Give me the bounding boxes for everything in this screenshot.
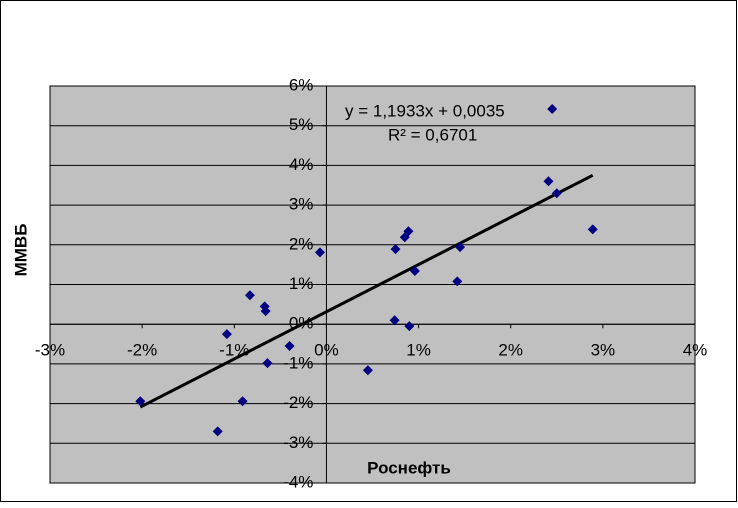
y-tick-label: 3% — [289, 195, 314, 214]
trendline-equation: y = 1,1933x + 0,0035 — [345, 101, 505, 120]
data-point — [587, 224, 598, 235]
y-tick-label: 2% — [289, 234, 314, 253]
data-point — [314, 247, 325, 258]
y-tick-label: 4% — [289, 155, 314, 174]
data-point — [237, 396, 248, 407]
data-point — [260, 306, 271, 317]
x-tick-label: 0% — [314, 341, 339, 360]
y-tick-label: -4% — [283, 472, 313, 491]
y-tick-label: -2% — [283, 393, 313, 412]
data-point — [551, 188, 562, 199]
y-tick-label: 5% — [289, 115, 314, 134]
data-point — [221, 329, 232, 340]
x-tick-label: 1% — [406, 341, 431, 360]
y-tick-label: 1% — [289, 274, 314, 293]
y-tick-label: 6% — [289, 75, 314, 94]
y-tick-label: -1% — [283, 353, 313, 372]
data-point — [409, 266, 420, 277]
data-point — [404, 321, 415, 332]
data-point — [262, 358, 273, 369]
x-axis-title: Роснефть — [367, 458, 451, 477]
data-point — [455, 242, 466, 253]
data-point — [452, 276, 463, 287]
data-point — [389, 315, 400, 326]
data-point — [399, 232, 410, 243]
data-point — [212, 426, 223, 437]
x-tick-label: 4% — [683, 341, 708, 360]
x-tick-label: -2% — [127, 341, 157, 360]
data-point — [362, 365, 373, 376]
data-point — [547, 104, 558, 115]
x-tick-label: 2% — [498, 341, 523, 360]
data-point — [284, 341, 295, 352]
data-point — [390, 244, 401, 255]
y-tick-label: -3% — [283, 433, 313, 452]
y-axis-title: ММВБ — [11, 224, 30, 277]
x-tick-label: -3% — [35, 341, 65, 360]
x-tick-label: -1% — [219, 341, 249, 360]
data-point — [244, 290, 255, 301]
data-point — [135, 396, 146, 407]
trendline — [139, 174, 594, 409]
x-tick-label: 3% — [591, 341, 616, 360]
data-point — [543, 176, 554, 187]
trendline-r-squared: R² = 0,6701 — [388, 125, 477, 144]
